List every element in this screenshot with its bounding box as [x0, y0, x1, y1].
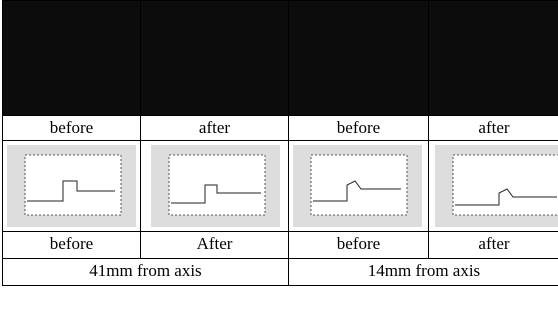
- footer-caption: 41mm from axis: [2, 258, 289, 286]
- caption: after: [140, 115, 289, 141]
- plot: [141, 141, 288, 231]
- plot: [3, 141, 140, 231]
- caption: before: [288, 115, 429, 141]
- plot-image: [2, 140, 141, 232]
- plot-image: [288, 140, 429, 232]
- plot-image: [140, 140, 289, 232]
- image: [288, 0, 429, 116]
- plot-image: [428, 140, 558, 232]
- caption: before: [2, 231, 141, 259]
- plot: [429, 141, 558, 231]
- caption: before: [288, 231, 429, 259]
- image: [140, 0, 289, 116]
- plot: [289, 141, 428, 231]
- figure: before after before after before After b…: [0, 0, 558, 320]
- caption: After: [140, 231, 289, 259]
- caption: before: [2, 115, 141, 141]
- image: [2, 0, 141, 116]
- caption: after: [428, 115, 558, 141]
- caption: after: [428, 231, 558, 259]
- image: [428, 0, 558, 116]
- footer-caption: 14mm from axis: [288, 258, 558, 286]
